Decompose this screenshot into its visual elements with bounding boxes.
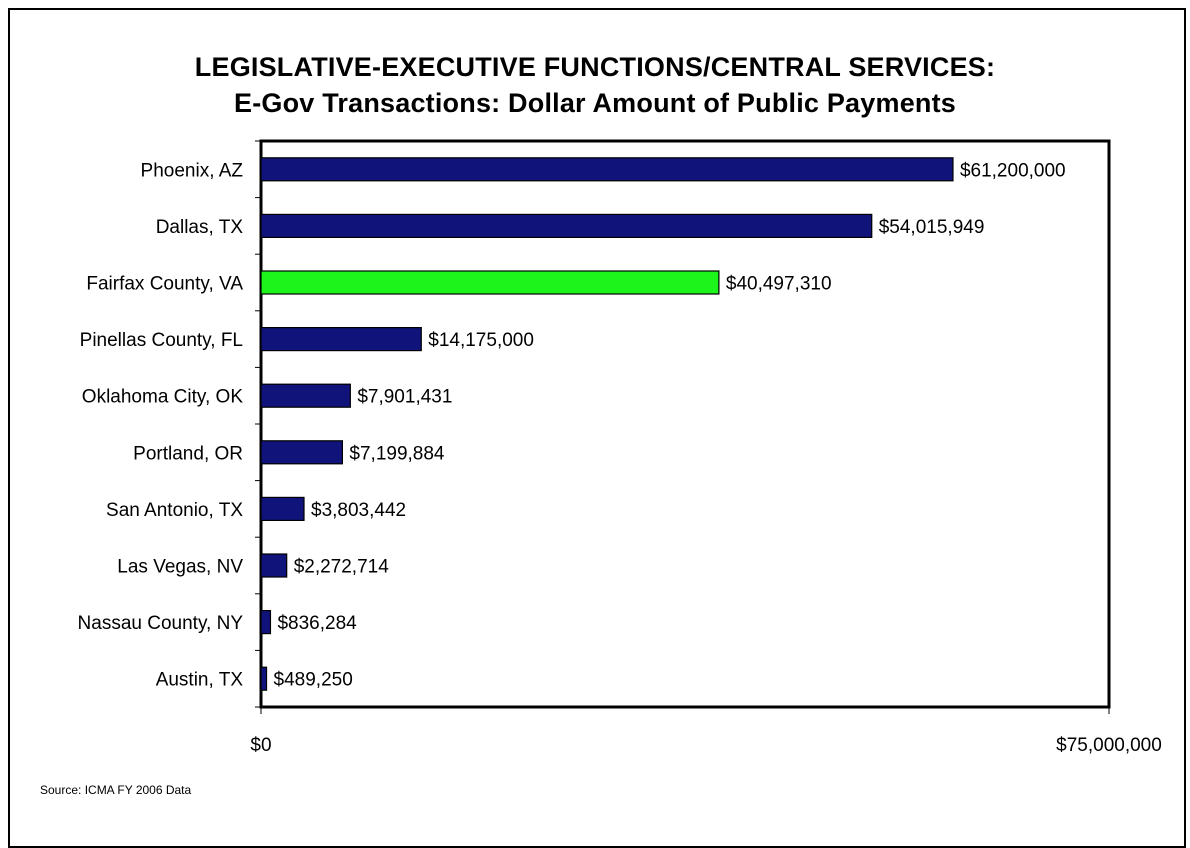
bar-chart: Phoenix, AZ $61,200,000 Dallas, TX $54,015,…	[78, 139, 1162, 756]
data-label: $14,175,000	[428, 330, 534, 351]
category-label: Dallas, TX	[156, 217, 244, 238]
category-label: Oklahoma City, OK	[82, 387, 244, 408]
bar	[260, 666, 268, 691]
category-label: Austin, TX	[156, 670, 244, 691]
category-label: Nassau County, NY	[78, 613, 244, 634]
data-label: $7,901,431	[357, 387, 452, 408]
category-label: Pinellas County, FL	[80, 330, 243, 351]
bar	[260, 553, 288, 578]
category-label: San Antonio, TX	[106, 500, 243, 521]
bar	[260, 327, 422, 352]
bar	[260, 157, 954, 182]
bar	[260, 609, 272, 635]
bar	[260, 270, 720, 295]
data-label: $54,015,949	[879, 217, 985, 238]
chart-title: LEGISLATIVE-EXECUTIVE FUNCTIONS/CENTRAL …	[194, 52, 996, 82]
data-label: $7,199,884	[349, 443, 445, 464]
category-label: Phoenix, AZ	[141, 160, 244, 181]
x-tick-label: $75,000,000	[1056, 735, 1162, 756]
bar	[260, 496, 305, 521]
chart-subtitle: E-Gov Transactions: Dollar Amount of Pub…	[233, 88, 957, 118]
data-label: $40,497,310	[726, 274, 832, 295]
x-tick-label: $0	[250, 735, 271, 756]
data-label: $489,250	[274, 670, 353, 691]
category-label: Portland, OR	[133, 443, 243, 464]
bar	[260, 440, 344, 465]
data-label: $836,284	[277, 613, 357, 634]
category-label: Fairfax County, VA	[86, 274, 243, 295]
data-label: $3,803,442	[311, 500, 406, 521]
source-note: Source: ICMA FY 2006 Data	[40, 783, 192, 797]
category-label: Las Vegas, NV	[117, 557, 243, 578]
bar	[260, 213, 873, 238]
data-label: $2,272,714	[294, 557, 390, 578]
bar	[260, 383, 351, 408]
data-label: $61,200,000	[960, 160, 1066, 181]
